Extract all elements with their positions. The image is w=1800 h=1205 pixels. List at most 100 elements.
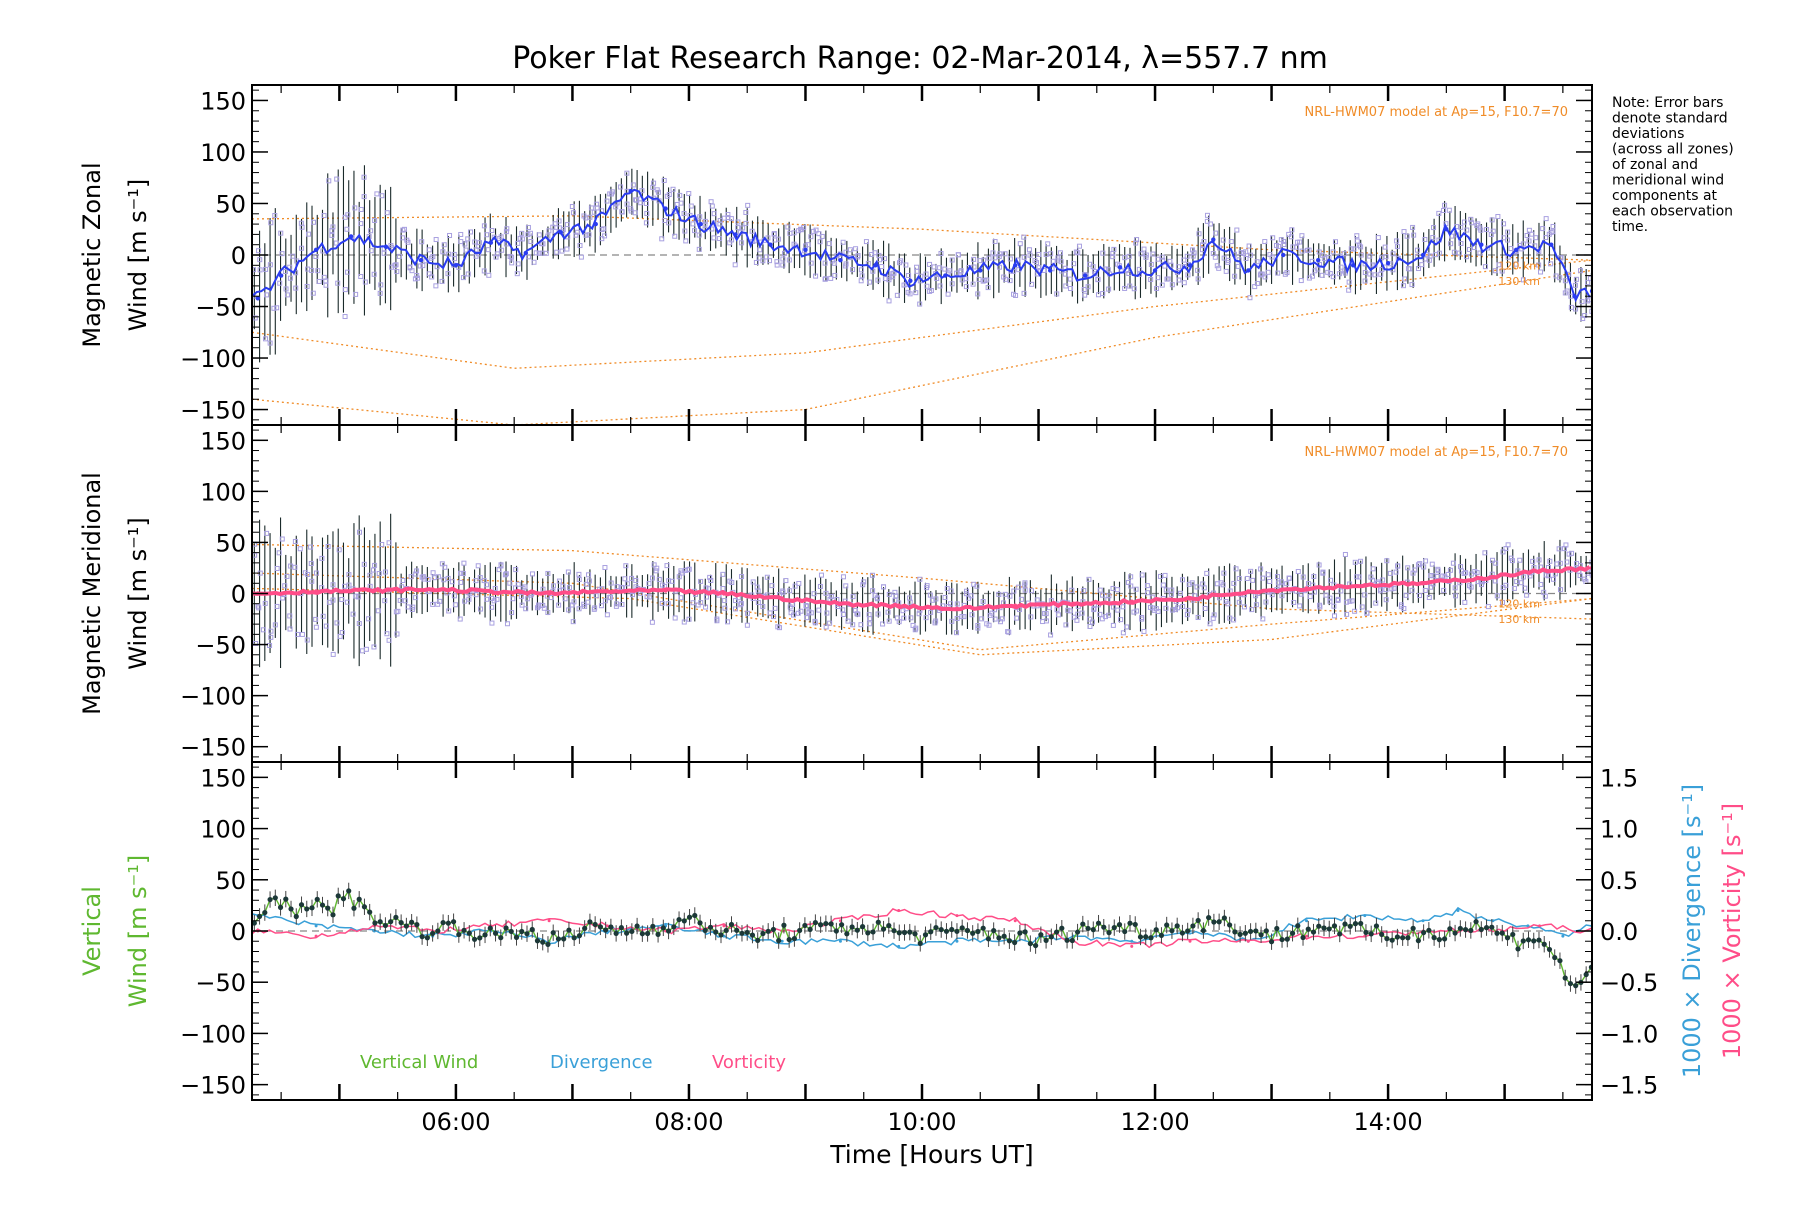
data-point [665,928,672,934]
zone-point [1358,558,1364,564]
zone-point [1410,224,1416,230]
data-point [779,596,785,601]
data-point [1420,581,1426,586]
zone-point [703,604,709,610]
zone-point [1148,261,1154,267]
zone-point [651,562,657,568]
zone-point [1547,558,1553,564]
zone-point [949,618,955,624]
zone-point [832,260,838,266]
zone-point [607,191,613,197]
data-point [1400,935,1406,941]
zone-point [1331,603,1337,609]
data-point [1242,930,1248,936]
zone-point [643,220,649,226]
zone-point [743,209,749,215]
zone-point [633,197,639,203]
zone-point [1520,277,1526,283]
data-point [912,931,918,937]
data-point [330,912,336,918]
data-point [1337,931,1343,937]
zone-point [429,274,435,280]
zone-point [519,602,525,608]
data-point [377,919,383,925]
zone-point [937,283,943,289]
zone-point [968,593,974,599]
data-point [949,926,955,933]
data-point [1531,938,1537,944]
zone-point [963,276,969,282]
data-point [1363,929,1369,935]
zone-point [942,594,948,600]
zone-point [1016,584,1022,590]
zone-point [714,616,720,622]
data-point [1442,936,1448,942]
zone-point [518,594,524,600]
zone-point [1234,227,1240,233]
zone-point [323,623,329,629]
data-point [252,920,257,926]
zone-point [1196,231,1202,237]
data-point [471,936,478,942]
zone-point [1228,239,1234,245]
zone-point [1220,237,1226,243]
data-point [1232,929,1238,935]
zone-point [1165,276,1171,282]
zone-point [1014,615,1020,621]
zone-point [310,290,316,296]
zone-point [1176,277,1182,283]
zone-point [697,214,703,220]
zone-point [1499,268,1505,274]
zone-point [556,218,562,224]
zone-point [681,210,687,216]
data-point [1188,939,1192,943]
zone-point [344,226,350,232]
zone-point [796,228,802,234]
y-tick-label: −100 [180,683,246,711]
zone-point [1075,250,1081,256]
zone-point [1436,250,1442,256]
zone-point [339,597,345,603]
zone-point [1254,259,1260,265]
zone-point [1231,580,1237,586]
zone-point [1447,567,1453,573]
zone-point [971,264,977,270]
zone-point [333,240,339,246]
data-point [1006,938,1012,944]
zone-point [1021,254,1027,260]
zone-point [732,606,738,612]
zone-point [881,256,887,262]
zone-point [264,530,270,536]
zone-point [389,245,395,251]
zone-point [1159,282,1165,288]
zone-point [489,620,495,626]
zone-point [1356,574,1362,580]
zone-point [722,605,728,611]
zone-point [858,267,864,273]
zone-point [276,550,282,556]
zone-point [592,605,598,611]
zone-point [353,593,359,599]
data-point [1137,934,1144,940]
data-point [1379,931,1385,937]
zone-point [738,602,744,608]
zone-point [1073,249,1079,255]
zone-point [1367,271,1373,277]
zone-point [591,209,597,215]
zone-point [808,234,814,240]
x-tick-label: 12:00 [1120,1108,1189,1136]
zone-point [446,608,452,614]
zone-point [1348,246,1354,252]
plot-area [252,165,1592,425]
zone-point [1006,629,1012,635]
zone-point [1141,628,1147,634]
zone-point [1168,591,1174,597]
zone-point [1204,212,1210,218]
zone-point [533,250,539,256]
zone-point [1401,229,1407,235]
data-point [1562,975,1568,981]
zone-point [606,595,612,601]
zone-point [586,232,592,238]
zone-point [1526,227,1532,233]
